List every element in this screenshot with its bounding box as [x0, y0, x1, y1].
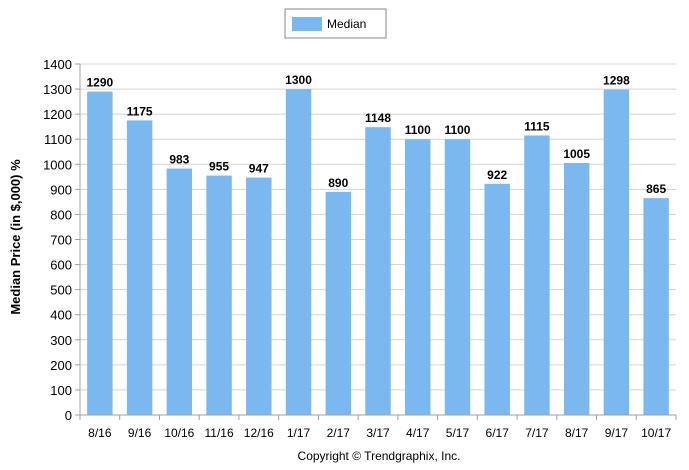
bar-9-16: [126, 120, 153, 416]
x-tick-label: 12/16: [244, 426, 274, 440]
y-tick-label: 1100: [44, 132, 72, 147]
bar-11-16: [206, 175, 232, 415]
x-tick-label: 4/17: [406, 426, 430, 440]
bar-5-17: [444, 139, 471, 415]
y-tick-label: 900: [50, 182, 72, 197]
bar-6-17: [484, 183, 510, 415]
y-tick-label: 300: [50, 333, 72, 348]
x-tick-label: 3/17: [366, 426, 390, 440]
bar-1-17: [285, 89, 312, 416]
bar-value-label: 1148: [365, 111, 391, 125]
bar-12-16: [246, 177, 272, 415]
x-tick-label: 6/17: [486, 426, 510, 440]
y-tick-label: 700: [50, 233, 72, 248]
bar-value-label: 947: [249, 162, 269, 176]
y-tick-label: 1300: [43, 82, 72, 97]
legend-label: Median: [327, 17, 366, 31]
bar-value-label: 1005: [563, 147, 590, 161]
y-tick-label: 1000: [43, 157, 72, 172]
x-tick-label: 8/17: [565, 426, 589, 440]
y-tick-label: 800: [50, 207, 72, 222]
bar-value-label: 1298: [603, 74, 630, 88]
legend-swatch: [292, 17, 322, 31]
bar-value-label: 983: [169, 153, 189, 167]
bar-4-17: [405, 139, 431, 415]
bar-2-17: [325, 191, 351, 415]
bar-10-16: [166, 168, 193, 415]
x-tick-label: 1/17: [287, 426, 311, 440]
bar-value-label: 1290: [87, 76, 114, 90]
bar-value-label: 1115: [524, 119, 550, 133]
y-tick-label: 1400: [43, 57, 72, 72]
bar-value-label: 922: [487, 168, 507, 182]
bar-value-label: 1300: [285, 73, 312, 87]
axes: [79, 64, 676, 416]
y-tick-label: 200: [50, 358, 72, 373]
bar-10-17: [643, 198, 669, 415]
y-axis-label: Median Price (in $,000) %: [8, 159, 23, 315]
bar-value-label: 865: [646, 182, 666, 196]
x-tick-label: 11/16: [204, 426, 233, 440]
y-tick-label: 500: [50, 283, 72, 298]
bar-value-label: 1100: [405, 123, 431, 137]
y-axis-ticks: 0 100 200 300 400 500 600 700 800 900 1000 1100 1200…: [43, 57, 80, 423]
copyright-text: Copyright © Trendgraphix, Inc.: [298, 449, 461, 463]
y-tick-label: 1200: [43, 107, 72, 122]
bar-7-17: [524, 135, 550, 416]
legend: Median: [284, 8, 387, 39]
y-tick-label: 100: [50, 383, 72, 398]
bar-value-label: 890: [328, 176, 348, 190]
bar-8-16: [87, 91, 113, 415]
x-tick-label: 10/17: [641, 426, 671, 440]
y-tick-label: 400: [50, 308, 72, 323]
x-tick-label: 8/16: [88, 426, 112, 440]
bars: [87, 89, 669, 416]
bar-9-17: [603, 89, 630, 415]
bar-value-label: 1100: [444, 123, 470, 137]
y-tick-label: 0: [65, 408, 72, 423]
x-tick-label: 10/16: [164, 426, 194, 440]
x-tick-label: 9/17: [605, 426, 629, 440]
y-tick-label: 600: [50, 258, 72, 273]
x-tick-label: 9/16: [128, 426, 152, 440]
x-tick-label: 2/17: [327, 426, 351, 440]
bar-8-17: [563, 163, 590, 415]
bar-value-labels: 1290 1175 983 955 947 1300 890 1148 1100 1100 922 1…: [87, 73, 667, 196]
bar-value-label: 955: [209, 160, 229, 174]
x-tick-label: 7/17: [525, 426, 549, 440]
bar-value-label: 1175: [127, 104, 153, 118]
bar-3-17: [365, 127, 391, 416]
x-axis-ticks: 8/16 9/16 10/16 11/16 12/16 1/17 2/17 3/17 4/17 5…: [79, 415, 677, 440]
x-tick-label: 5/17: [446, 426, 470, 440]
